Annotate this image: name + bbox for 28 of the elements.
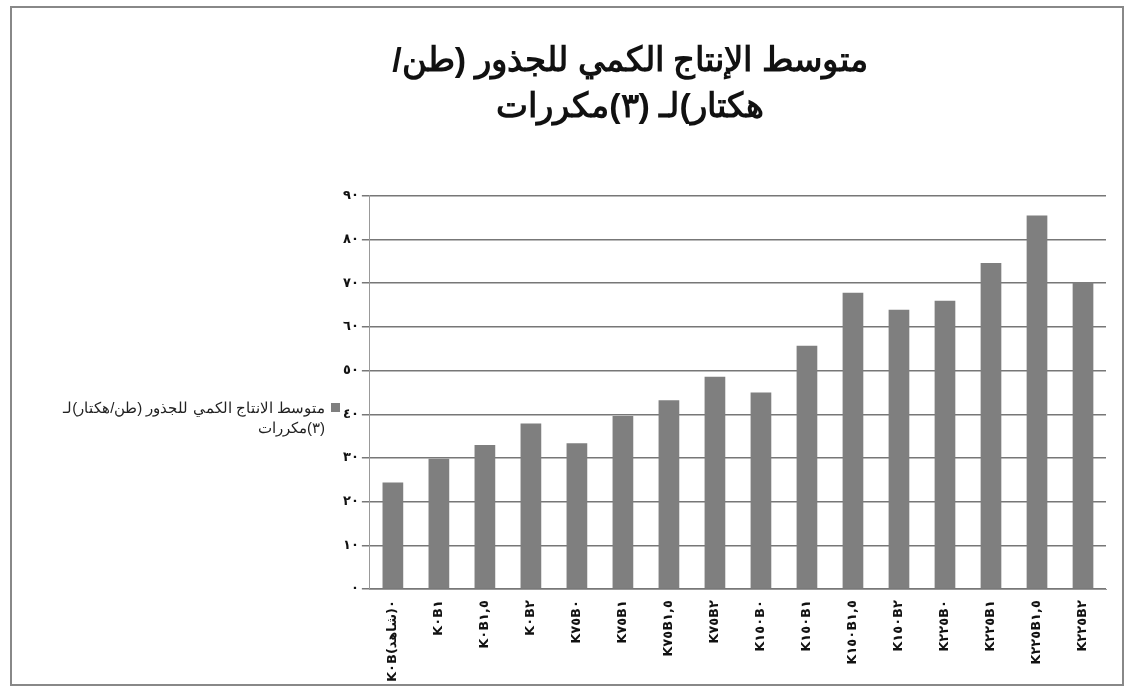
x-tick-label: K١٥٠B١,٥ [844, 600, 860, 665]
x-tick-label: K٢٢٥B٠ [936, 600, 952, 652]
x-tick-label: K١٥٠B٢ [890, 600, 906, 652]
y-tick-label: ٧٠ [342, 274, 359, 290]
x-tick-label: K٧٥B١,٥ [660, 600, 676, 657]
y-tick-label: ٥٠ [342, 361, 359, 377]
chart-title: متوسط الإنتاج الكمي للجذور (طن/هكتار)لـ (٣)مكررات [391, 39, 869, 128]
x-tick-label: K٢٢٥B٢ [1074, 600, 1090, 652]
y-tick-label: ٢٠ [342, 493, 359, 509]
y-tick-label: ٣٠ [342, 449, 359, 465]
x-tick-label: K٠B١ [430, 600, 446, 636]
x-tick-label: K٢٢٥B١ [982, 600, 998, 652]
x-tick-label: K١٥٠B٠ [752, 600, 768, 652]
y-tick-label: ٤٠ [342, 405, 359, 421]
x-tick-label: K١٥٠B١ [798, 600, 814, 652]
y-tick-label: ٨٠ [342, 230, 359, 246]
x-tick-label: K٠B٢ [522, 600, 538, 636]
y-tick-label: ٦٠ [342, 318, 359, 334]
y-tick-label: ٠ [350, 580, 359, 596]
x-tick-label: K٠B١,٥ [476, 600, 492, 649]
y-tick-label: ٩٠ [342, 187, 359, 203]
x-tick-label: K٢٢٥B١,٥ [1028, 600, 1044, 665]
legend-label: متوسط الانتاج الكمي للجذور (طن/هكتار)لـ (٣)مكررات [62, 398, 325, 438]
y-tick-label: ١٠ [342, 536, 359, 552]
x-tick-label: K٧٥B١ [614, 600, 630, 644]
x-tick-label: K٠B٠(شاهد) [384, 600, 400, 683]
x-tick-label: K٧٥B٠ [568, 600, 584, 644]
x-tick-label: K٧٥B٢ [706, 600, 722, 644]
